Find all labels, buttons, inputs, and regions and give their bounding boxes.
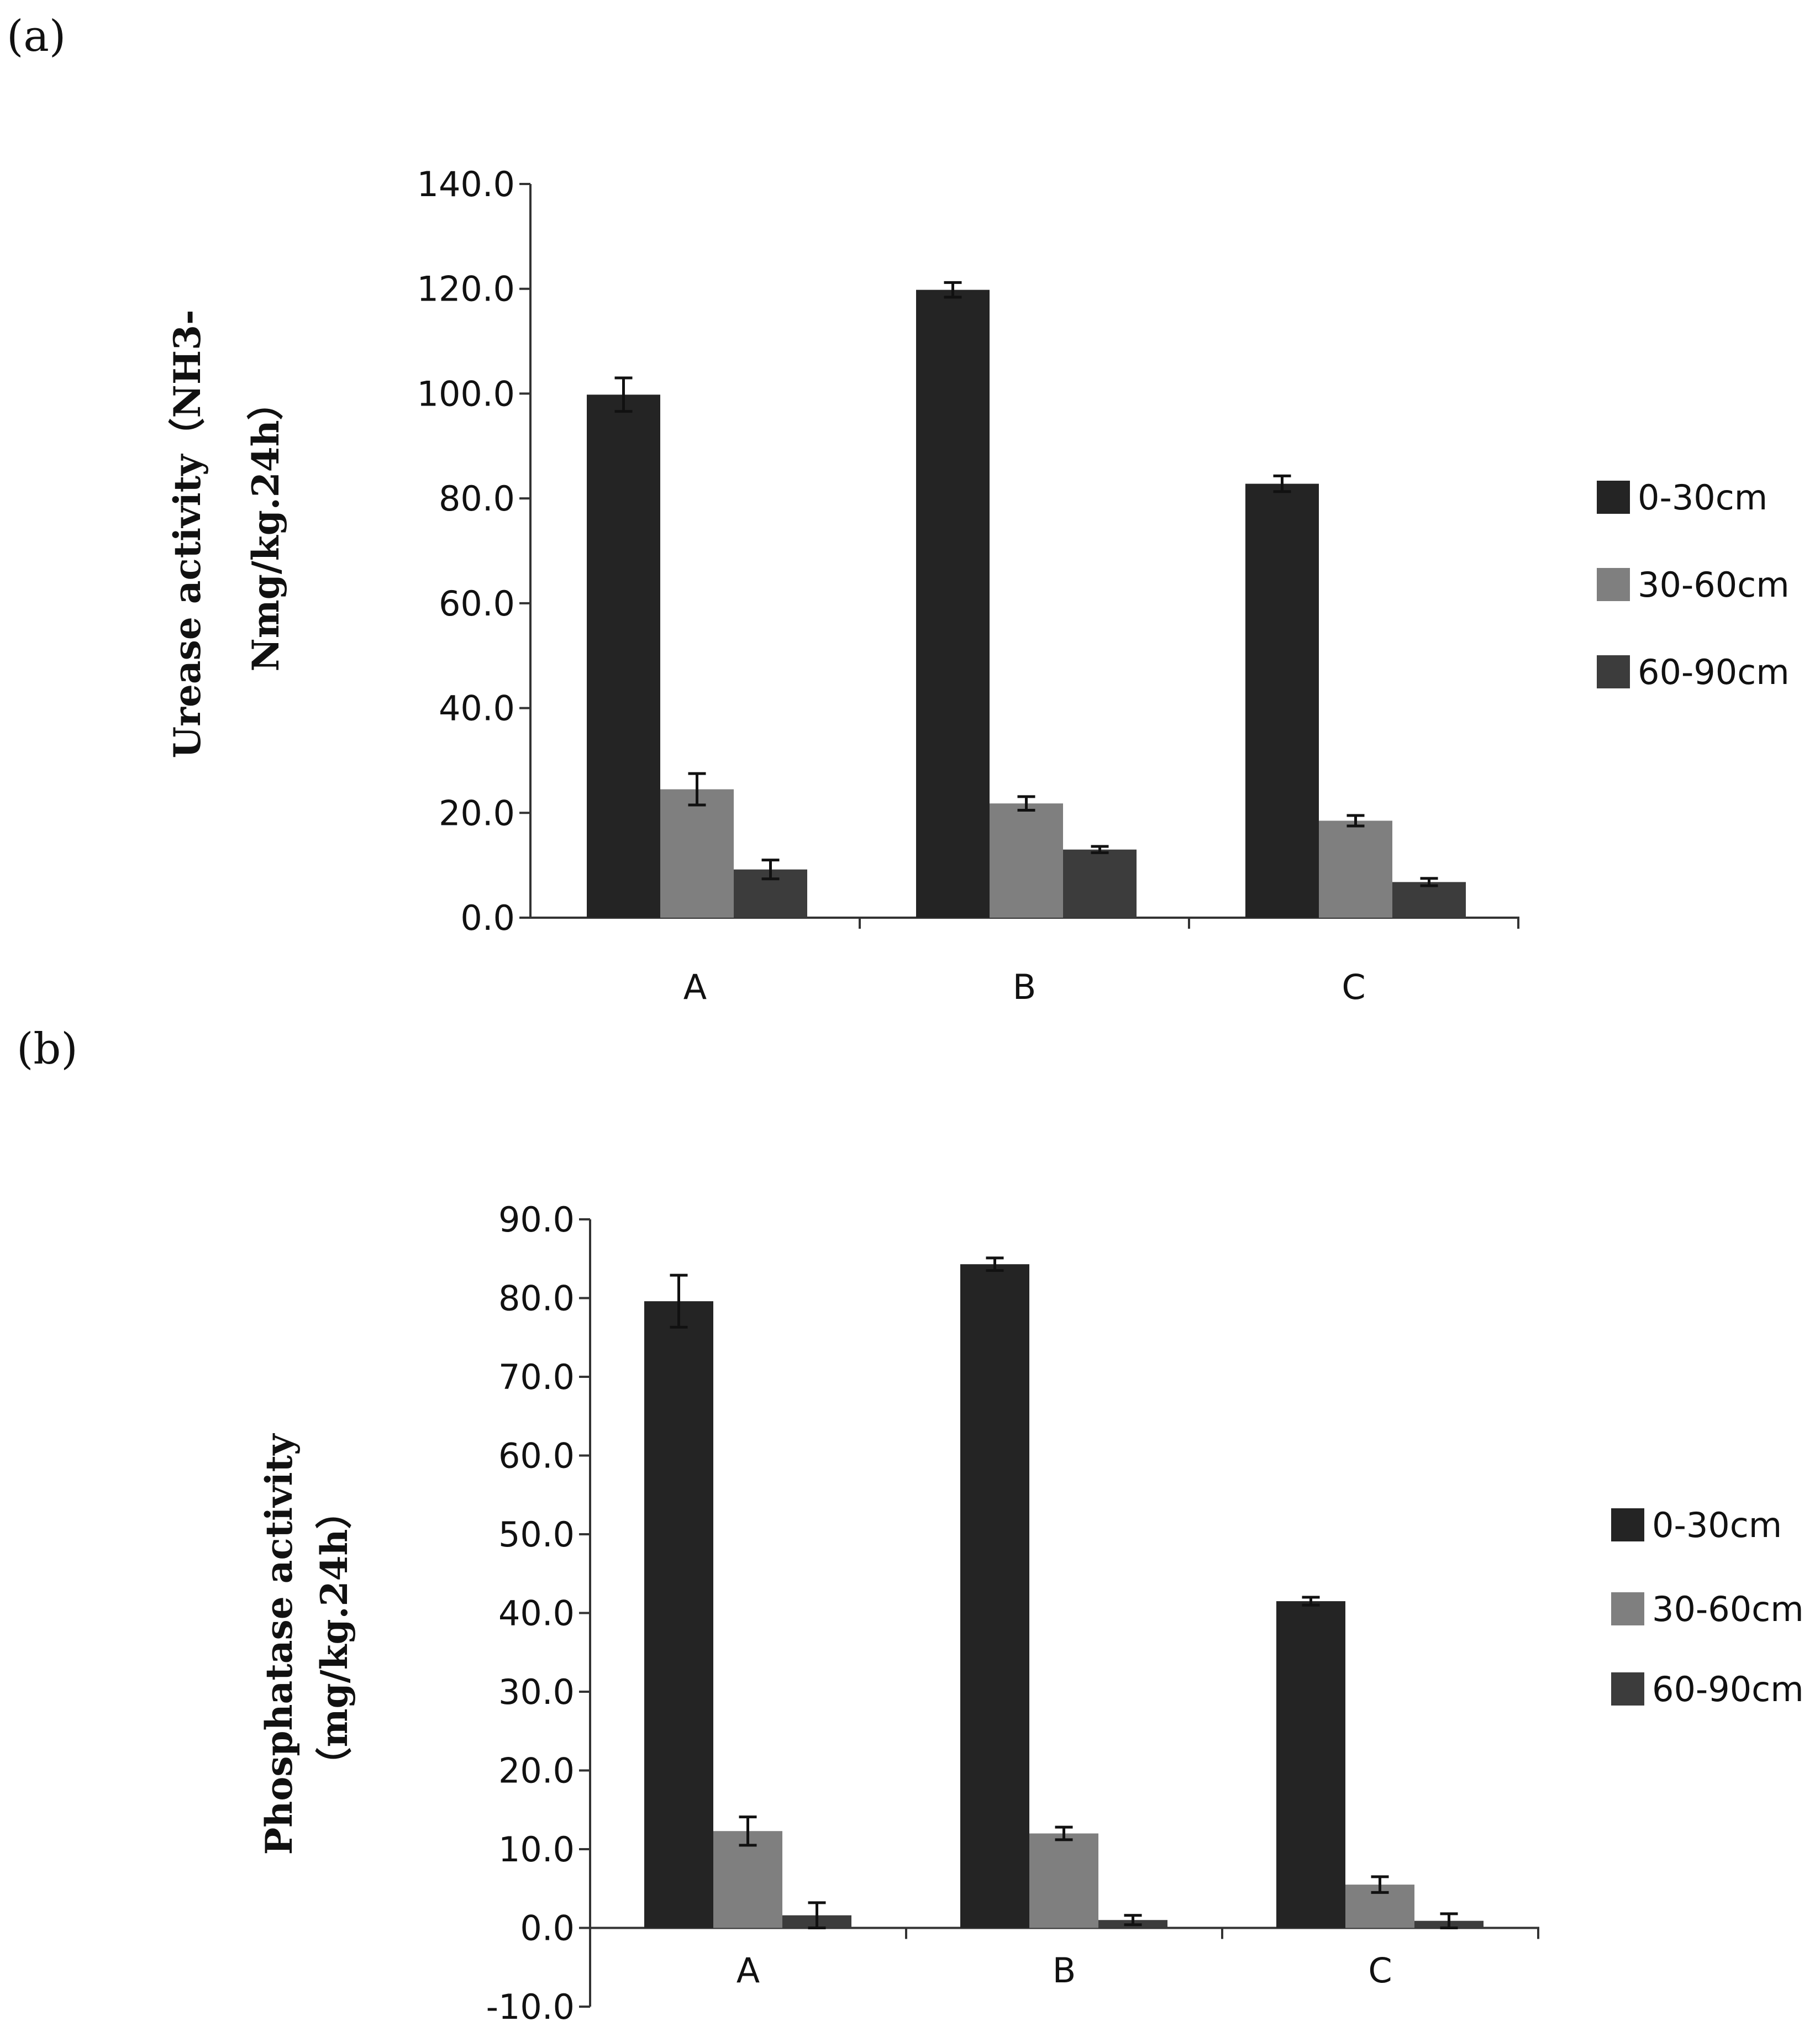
- plot-area: 0.0 20.0 40.0 60.0 80.0 100.0 120.0 140.0 A B C 0-3…: [417, 164, 1790, 1007]
- y-tick-label: 0.0: [520, 1908, 575, 1949]
- legend-swatch: [1597, 481, 1630, 514]
- x-tick-label: A: [683, 967, 707, 1007]
- bar: [1276, 1601, 1345, 1928]
- bar: [1392, 882, 1466, 918]
- y-tick-label: 30.0: [498, 1672, 575, 1712]
- y-tick-label: 40.0: [498, 1593, 575, 1634]
- error-bar: [739, 1815, 757, 1847]
- y-axis-label-line: Nmg/kg.24h）: [244, 383, 287, 671]
- legend-label: 0-30cm: [1652, 1505, 1782, 1545]
- error-bar: [986, 1256, 1004, 1272]
- bar: [713, 1831, 782, 1928]
- legend-label: 0-30cm: [1638, 477, 1768, 518]
- legend-swatch: [1611, 1592, 1644, 1625]
- y-tick-label: 80.0: [439, 478, 515, 519]
- bar: [1319, 820, 1392, 918]
- chart-panel-b: (b) Phosphatase activity （mg/kg.24h） -10…: [17, 1024, 1804, 2021]
- y-tick-label: 10.0: [498, 1829, 575, 1870]
- legend-label: 60-90cm: [1652, 1669, 1804, 1709]
- bar: [1063, 849, 1137, 918]
- panel-label: (b): [17, 1024, 78, 1074]
- error-bar: [1440, 1912, 1458, 1929]
- legend-swatch: [1597, 655, 1630, 688]
- legend-swatch: [1597, 568, 1630, 601]
- bar: [644, 1301, 713, 1928]
- y-axis-label-line: Phosphatase activity: [257, 1433, 301, 1855]
- x-tick-label: B: [1013, 967, 1037, 1007]
- bar: [1029, 1833, 1098, 1928]
- x-tick-label: C: [1342, 967, 1365, 1007]
- plot-area: -10.0 0.0 10.0 20.0 30.0 40.0 50.0 60.0 70.0 80.0…: [486, 1199, 1804, 2021]
- y-tick-label: 100.0: [417, 373, 516, 414]
- y-axis-label: Urease activity（NH3- Nmg/kg.24h）: [166, 297, 287, 759]
- y-tick-label: 50.0: [498, 1514, 575, 1555]
- y-axis-label-line: （mg/kg.24h）: [313, 1493, 356, 1784]
- error-bar: [1346, 814, 1365, 828]
- y-axis-label: Phosphatase activity （mg/kg.24h）: [257, 1422, 356, 1855]
- bar: [916, 290, 990, 918]
- legend-label: 30-60cm: [1638, 565, 1790, 605]
- y-tick-label: 20.0: [498, 1751, 575, 1791]
- bar: [587, 394, 660, 918]
- y-tick-label: 80.0: [498, 1278, 575, 1319]
- error-bar: [1055, 1825, 1073, 1841]
- x-tick-label: C: [1368, 1950, 1392, 1991]
- error-bar: [1302, 1596, 1320, 1607]
- y-tick-label: 90.0: [498, 1199, 575, 1240]
- error-bar: [808, 1901, 826, 1929]
- x-tick-label: B: [1053, 1950, 1076, 1991]
- y-tick-label: 40.0: [439, 688, 515, 729]
- y-tick-label: 120.0: [417, 269, 516, 309]
- error-bar: [688, 772, 706, 807]
- y-tick-label: 60.0: [439, 583, 515, 624]
- bar: [660, 789, 734, 918]
- legend-label: 30-60cm: [1652, 1589, 1804, 1629]
- y-tick-label: 0.0: [460, 898, 515, 938]
- x-tick-label: A: [737, 1950, 760, 1991]
- y-tick-label: -10.0: [486, 1987, 575, 2021]
- error-bar: [614, 376, 633, 413]
- legend-label: 60-90cm: [1638, 652, 1790, 692]
- chart-panel-a: (a) Urease activity（NH3- Nmg/kg.24h） 0.0…: [7, 12, 1790, 1007]
- bar: [1245, 483, 1319, 918]
- error-bar: [670, 1273, 688, 1329]
- y-axis-label-line: Urease activity（NH3-: [166, 310, 209, 759]
- y-tick-label: 60.0: [498, 1436, 575, 1476]
- legend-swatch: [1611, 1508, 1644, 1541]
- y-tick-label: 140.0: [417, 164, 516, 204]
- y-tick-label: 70.0: [498, 1357, 575, 1397]
- error-bar: [1273, 474, 1291, 493]
- error-bar: [1091, 845, 1109, 854]
- error-bar: [1017, 795, 1035, 812]
- error-bar: [944, 281, 962, 299]
- error-bar: [1124, 1914, 1142, 1927]
- error-bar: [1371, 1875, 1389, 1894]
- bar: [990, 803, 1063, 918]
- error-bar: [761, 859, 780, 881]
- y-tick-label: 20.0: [439, 793, 515, 833]
- panel-label: (a): [7, 12, 66, 61]
- error-bar: [1420, 877, 1438, 887]
- legend-swatch: [1611, 1672, 1644, 1706]
- bar: [960, 1264, 1029, 1928]
